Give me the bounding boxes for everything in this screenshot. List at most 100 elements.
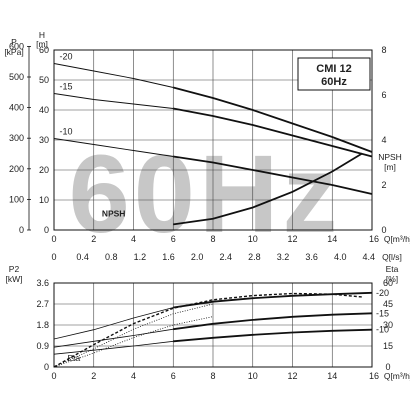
h-tick-label: 20: [39, 165, 49, 175]
h-tick-label: 60: [39, 45, 49, 55]
title-box: [297, 57, 371, 91]
x-tick-label-ls: 3.2: [277, 252, 290, 262]
p-tick-label: 400: [9, 103, 24, 113]
curve-label--15: -15: [59, 82, 72, 92]
p-tick-label: 500: [9, 72, 24, 82]
npsh-unit: [m]: [384, 162, 396, 172]
x-tick-label-m3h: 2: [91, 234, 96, 244]
x-tick-label-ls: 0.8: [105, 252, 118, 262]
power-curve--15: [173, 312, 373, 331]
power-curve-label--10: -10: [376, 325, 389, 335]
p2-tick-label: 2.7: [36, 299, 49, 309]
efficiency-curve: [53, 303, 214, 368]
eta-tick-label: 60: [383, 278, 393, 288]
eta-tick-label: 0: [385, 362, 390, 372]
npsh-axis-label: NPSH: [378, 152, 402, 162]
chart-title-line2: 60Hz: [321, 76, 347, 88]
power-curve-label--15: -15: [376, 308, 389, 318]
p-axis-label: P: [11, 37, 17, 47]
p-tick-label: 600: [9, 41, 24, 51]
h-unit: [m]: [36, 39, 48, 49]
bottom-x-tick-label: 0: [51, 371, 56, 381]
chart-title-line1: CMI 12: [316, 63, 351, 75]
x-tick-label-m3h: 16: [369, 234, 379, 244]
p2-tick-label: 3.6: [36, 278, 49, 288]
x-tick-label-ls: 0: [51, 252, 56, 262]
x-tick-label-ls: 4.0: [334, 252, 347, 262]
bottom-x-tick-label: 2: [91, 371, 96, 381]
top-plot-frame: [53, 49, 373, 231]
eta-tick-label: 15: [383, 341, 393, 351]
head-curve--15-thin: [53, 93, 174, 109]
x-tick-label-m3h: 0: [51, 234, 56, 244]
h-axis-label: H: [39, 30, 45, 40]
curve-label--10: -10: [59, 127, 72, 137]
eta-curve-label: Eta: [67, 353, 80, 363]
curve-label--20: -20: [59, 52, 72, 62]
eta-tick-label: 30: [383, 320, 393, 330]
x-tick-label-m3h: 8: [210, 234, 215, 244]
x-tick-label-ls: 3.6: [305, 252, 318, 262]
npsh-curve-label: NPSH: [102, 209, 126, 219]
x-axis-label-m3h: Q[m³/h]: [384, 234, 410, 244]
head-curve--20-thin: [53, 63, 174, 88]
x-tick-label-ls: 4.4: [363, 252, 376, 262]
p2-axis-label: P2: [9, 264, 20, 274]
x-tick-label-m3h: 6: [171, 234, 176, 244]
npsh-tick-label: 6: [381, 90, 386, 100]
h-tick-label: 50: [39, 75, 49, 85]
bottom-x-axis-label: Q[m³/h]: [384, 371, 410, 381]
head-curve--15: [173, 107, 373, 158]
power-curve--20: [173, 291, 373, 309]
h-tick-label: 40: [39, 105, 49, 115]
p-tick-label: 200: [9, 164, 24, 174]
x-tick-label-ls: 2.8: [248, 252, 261, 262]
p-tick-label: 100: [9, 194, 24, 204]
bottom-x-tick-label: 14: [327, 371, 337, 381]
power-curve-label--20: -20: [376, 288, 389, 298]
npsh-curve: [173, 152, 363, 226]
h-tick-label: 0: [44, 225, 49, 235]
eta-unit: [%]: [386, 274, 398, 284]
h-tick-label: 30: [39, 135, 49, 145]
x-tick-label-m3h: 10: [248, 234, 258, 244]
power-curve-thin: [53, 340, 174, 355]
efficiency-curve: [53, 316, 214, 368]
h-tick-label: 10: [39, 195, 49, 205]
x-tick-label-ls: 2.0: [191, 252, 204, 262]
head-curve--10: [173, 155, 373, 195]
efficiency-curve: [53, 292, 363, 368]
x-tick-label-ls: 1.2: [134, 252, 147, 262]
npsh-tick-label: 4: [381, 135, 386, 145]
bottom-x-tick-label: 6: [171, 371, 176, 381]
p-unit: [kPa]: [4, 47, 23, 57]
head-curve--10-thin: [53, 138, 174, 157]
bottom-x-tick-label: 8: [210, 371, 215, 381]
x-tick-label-ls: 2.4: [219, 252, 232, 262]
npsh-tick-label: 8: [381, 45, 386, 55]
eta-axis-label: Eta: [386, 264, 399, 274]
p-tick-label: 0: [19, 225, 24, 235]
head-curve--20: [173, 86, 373, 153]
x-tick-label-m3h: 14: [327, 234, 337, 244]
watermark-text: 60Hz: [69, 133, 342, 256]
power-curve--10: [173, 328, 373, 343]
bottom-x-tick-label: 12: [287, 371, 297, 381]
power-curve-thin: [53, 328, 174, 348]
x-axis-label-ls: Q[l/s]: [382, 252, 402, 262]
bottom-x-tick-label: 16: [369, 371, 379, 381]
p-tick-label: 300: [9, 133, 24, 143]
p2-tick-label: 0.9: [36, 341, 49, 351]
eta-tick-label: 45: [383, 299, 393, 309]
npsh-tick-label: 2: [381, 180, 386, 190]
x-tick-label-ls: 0.4: [76, 252, 89, 262]
x-tick-label-m3h: 12: [287, 234, 297, 244]
p2-tick-label: 0: [44, 362, 49, 372]
p2-tick-label: 1.8: [36, 320, 49, 330]
bottom-x-tick-label: 10: [248, 371, 258, 381]
npsh-tick-label: 0: [381, 225, 386, 235]
power-curve-thin: [53, 307, 174, 340]
x-tick-label-m3h: 4: [131, 234, 136, 244]
p2-unit: [kW]: [6, 274, 23, 284]
